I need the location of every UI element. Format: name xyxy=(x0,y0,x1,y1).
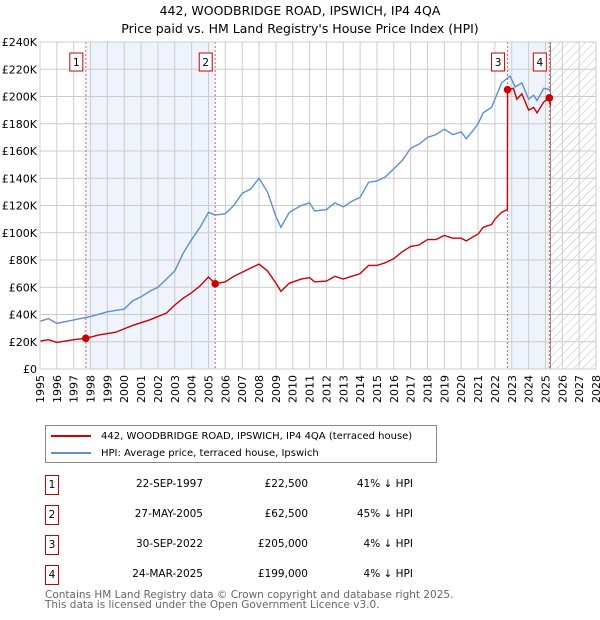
x-tick-label: 2002 xyxy=(152,375,165,403)
x-tick-label: 2007 xyxy=(236,375,249,403)
x-tick-label: 2005 xyxy=(202,375,215,403)
sale-label-box xyxy=(69,52,84,72)
x-tick-label: 2014 xyxy=(354,375,367,403)
y-tick-label: £40K xyxy=(9,309,38,322)
sale-hpi-diff: 4% ↓ HPI xyxy=(363,568,413,580)
x-tick-label: 2028 xyxy=(590,375,600,403)
legend-label: 442, WOODBRIDGE ROAD, IPSWICH, IP4 4QA (… xyxy=(101,430,413,442)
sale-number-badge: 3 xyxy=(45,535,59,555)
plot-border xyxy=(39,41,597,370)
x-tick-label: 2020 xyxy=(455,375,468,403)
sale-point xyxy=(82,334,90,343)
x-tick-label: 2008 xyxy=(253,375,266,403)
sale-number-badge: 4 xyxy=(45,565,59,585)
price-chart: 1995 1996 1997 1998 1999 2000 2001 2002 2003 2004… xyxy=(2,36,600,403)
sale-label-box xyxy=(491,52,506,72)
x-tick-label: 1996 xyxy=(51,375,64,403)
sale-label: 3 xyxy=(495,57,502,69)
y-tick-label: £140K xyxy=(2,172,38,185)
sale-price: £62,500 xyxy=(264,508,308,520)
sale-label-box xyxy=(198,52,213,72)
x-tick-label: 2010 xyxy=(287,375,300,403)
chart-title: 442, WOODBRIDGE ROAD, IPSWICH, IP4 4QA P… xyxy=(0,2,600,38)
hpi-line xyxy=(39,74,551,325)
sale-row: 2 27-MAY-2005 £62,500 45% ↓ HPI xyxy=(45,505,465,525)
x-tick-label: 2013 xyxy=(337,375,350,403)
x-tick-label: 2004 xyxy=(186,375,199,403)
sale-hpi-diff: 4% ↓ HPI xyxy=(363,538,413,550)
title-line: 442, WOODBRIDGE ROAD, IPSWICH, IP4 4QA xyxy=(159,3,441,18)
y-tick-label: £0 xyxy=(23,363,37,376)
x-tick-label: 1995 xyxy=(34,375,47,403)
y-tick-label: £80K xyxy=(9,254,38,267)
x-tick-label: 2001 xyxy=(135,375,148,403)
sale-label: 1 xyxy=(73,57,80,69)
x-tick-label: 2006 xyxy=(219,375,232,403)
x-tick-label: 1998 xyxy=(85,375,98,403)
x-tick-label: 2016 xyxy=(388,375,401,403)
sale-row: 1 22-SEP-1997 £22,500 41% ↓ HPI xyxy=(45,475,465,495)
sale-label-box xyxy=(532,52,547,72)
sale-number-badge: 2 xyxy=(45,505,59,525)
legend-swatch-blue xyxy=(51,452,91,454)
footer: Contains HM Land Registry data © Crown c… xyxy=(45,589,454,611)
x-tick-label: 2022 xyxy=(489,375,502,403)
sale-point xyxy=(503,85,512,94)
footer-line: This data is licensed under the Open Gov… xyxy=(45,599,380,611)
x-tick-label: 2003 xyxy=(169,375,182,403)
x-tick-label: 2021 xyxy=(472,375,485,403)
x-tick-label: 2026 xyxy=(556,375,569,403)
sale-price: £205,000 xyxy=(257,538,308,550)
x-tick-label: 1997 xyxy=(68,375,81,403)
x-tick-label: 2015 xyxy=(371,375,384,403)
sale-date: 30-SEP-2022 xyxy=(135,538,203,550)
y-tick-label: £120K xyxy=(2,200,38,213)
sale-label: 2 xyxy=(202,57,209,69)
x-tick-label: 2011 xyxy=(304,375,317,403)
y-tick-label: £200K xyxy=(2,91,38,104)
y-tick-label: £160K xyxy=(2,145,38,158)
x-tick-label: 2023 xyxy=(506,375,519,403)
sale-label: 4 xyxy=(536,57,543,69)
x-tick-label: 2019 xyxy=(438,375,451,403)
y-tick-label: £20K xyxy=(9,336,38,349)
sale-date: 27-MAY-2005 xyxy=(134,508,203,520)
x-tick-label: 2000 xyxy=(118,375,131,403)
y-tick-label: £60K xyxy=(9,281,38,294)
x-tick-label: 2027 xyxy=(573,375,586,403)
footer-line: Contains HM Land Registry data © Crown c… xyxy=(45,589,454,601)
legend-item-hpi: HPI: Average price, terraced house, Ipsw… xyxy=(51,445,319,461)
x-tick-label: 2009 xyxy=(270,375,283,403)
x-tick-label: 2017 xyxy=(405,375,418,403)
legend-label: HPI: Average price, terraced house, Ipsw… xyxy=(101,447,319,459)
sale-hpi-diff: 41% ↓ HPI xyxy=(356,478,413,490)
subtitle-line: Price paid vs. HM Land Registry's House … xyxy=(121,21,479,36)
y-tick-label: £100K xyxy=(2,227,38,240)
sale-hpi-diff: 45% ↓ HPI xyxy=(356,508,413,520)
sale-row: 3 30-SEP-2022 £205,000 4% ↓ HPI xyxy=(45,535,465,555)
sale-point xyxy=(211,280,220,288)
x-tick-label: 2025 xyxy=(539,375,552,403)
sale-row: 4 24-MAR-2025 £199,000 4% ↓ HPI xyxy=(45,565,465,585)
y-tick-label: £220K xyxy=(2,63,38,76)
sale-date: 22-SEP-1997 xyxy=(135,478,203,490)
sale-price: £199,000 xyxy=(257,568,308,580)
x-tick-label: 2018 xyxy=(422,375,435,403)
sale-point xyxy=(545,94,554,102)
x-tick-label: 2024 xyxy=(523,375,536,403)
legend: 442, WOODBRIDGE ROAD, IPSWICH, IP4 4QA (… xyxy=(45,425,437,463)
legend-swatch-red xyxy=(51,435,91,437)
x-tick-label: 1999 xyxy=(101,375,114,403)
price-paid-line xyxy=(39,87,552,344)
y-tick-label: £180K xyxy=(2,118,38,131)
sale-number-badge: 1 xyxy=(45,475,59,495)
legend-item-price: 442, WOODBRIDGE ROAD, IPSWICH, IP4 4QA (… xyxy=(51,428,412,444)
sale-price: £22,500 xyxy=(264,478,308,490)
y-tick-label: £240K xyxy=(2,36,38,49)
x-tick-label: 2012 xyxy=(320,375,333,403)
sale-date: 24-MAR-2025 xyxy=(132,568,203,580)
